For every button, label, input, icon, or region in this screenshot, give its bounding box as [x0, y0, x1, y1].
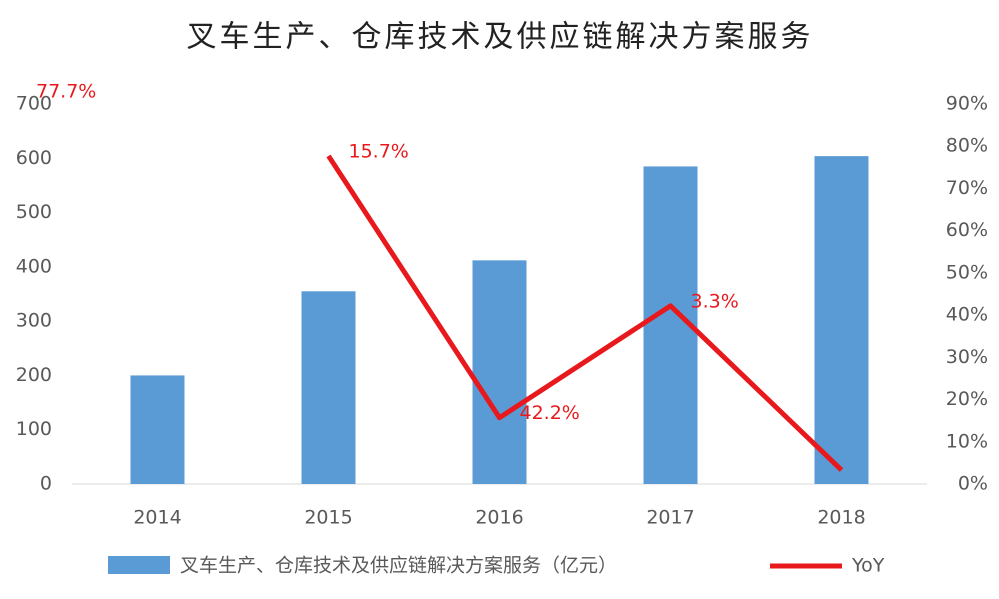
- x-tick-label: 2018: [817, 507, 865, 529]
- y-tick-label: 700: [16, 93, 52, 115]
- y-tick-label: 0: [40, 473, 52, 495]
- legend-label: YoY: [851, 555, 885, 577]
- x-tick-label: 2014: [133, 507, 181, 529]
- data-label: 3.3%: [691, 290, 739, 312]
- y2-tick-label: 50%: [946, 261, 988, 283]
- y2-tick-label: 80%: [946, 135, 988, 157]
- data-label: 42.2%: [520, 402, 580, 424]
- y2-tick-label: 0%: [958, 473, 988, 495]
- bar: [301, 291, 356, 484]
- data-label: 15.7%: [349, 140, 409, 162]
- legend-swatch: [108, 556, 170, 574]
- x-tick-label: 2015: [304, 507, 352, 529]
- y2-tick-label: 60%: [946, 219, 988, 241]
- y2-tick-label: 20%: [946, 388, 988, 410]
- yoy-line: [326, 154, 844, 472]
- y2-tick-label: 90%: [946, 93, 988, 115]
- y-tick-label: 200: [16, 364, 52, 386]
- bar: [814, 156, 869, 484]
- y2-tick-label: 10%: [946, 430, 988, 452]
- y2-tick-label: 30%: [946, 346, 988, 368]
- y-tick-label: 500: [16, 201, 52, 223]
- y2-tick-label: 70%: [946, 177, 988, 199]
- y-tick-label: 400: [16, 255, 52, 277]
- y-tick-label: 300: [16, 310, 52, 332]
- x-tick-label: 2016: [475, 507, 523, 529]
- y-tick-label: 600: [16, 147, 52, 169]
- legend-label: 叉车生产、仓库技术及供应链解决方案服务（亿元）: [180, 555, 617, 577]
- data-label: 77.7%: [36, 81, 96, 103]
- y-tick-label: 100: [16, 418, 52, 440]
- chart-title: 叉车生产、仓库技术及供应链解决方案服务: [187, 20, 814, 55]
- bar: [130, 375, 185, 484]
- y2-tick-label: 40%: [946, 304, 988, 326]
- bar: [472, 260, 527, 484]
- x-tick-label: 2017: [646, 507, 694, 529]
